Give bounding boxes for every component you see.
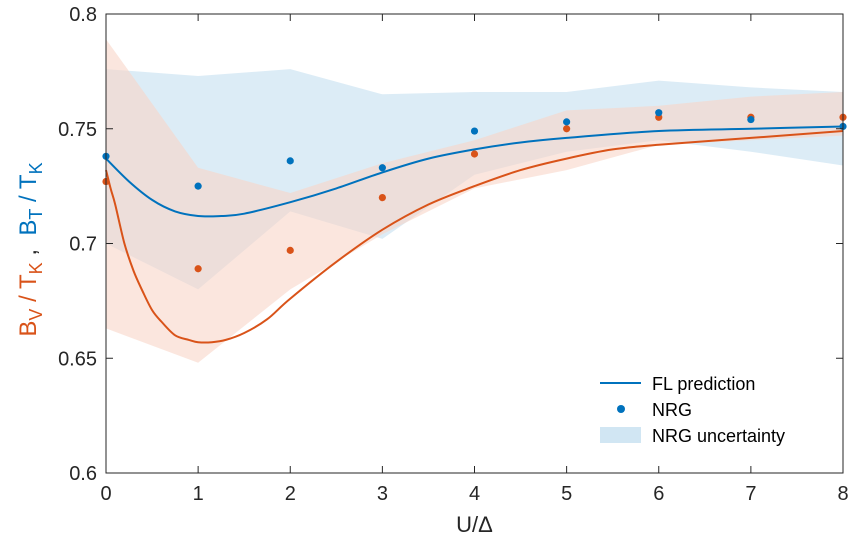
y-axis-title-part: K — [26, 262, 46, 274]
nrg-point-blue — [563, 118, 571, 126]
y-axis-title-part: T — [26, 209, 46, 220]
y-axis-title-part: V — [26, 309, 46, 321]
nrg-point-orange — [470, 150, 479, 158]
y-tick-labels: 0.6 0.65 0.7 0.75 0.8 — [58, 4, 97, 485]
nrg-point-orange — [378, 194, 386, 202]
nrg-point-blue — [747, 115, 755, 124]
x-tick-label: 3 — [377, 483, 388, 505]
x-axis-title: U/Δ — [456, 512, 493, 537]
y-tick-label: 0.6 — [69, 463, 97, 485]
legend-label-fl-prediction: FL prediction — [652, 374, 755, 394]
y-axis-title-part: K — [26, 162, 46, 174]
x-tick-label: 2 — [285, 483, 296, 505]
y-tick-label: 0.65 — [58, 348, 97, 370]
legend-patch-sample — [600, 427, 641, 443]
x-tick-label: 8 — [837, 483, 848, 505]
legend: FL prediction NRG NRG uncertainty — [594, 367, 838, 455]
axis-ticks — [105, 13, 844, 474]
fl-curve-blue — [105, 125, 844, 218]
nrg-point-blue — [655, 109, 663, 117]
legend-marker-sample — [617, 405, 625, 413]
nrg-points — [102, 109, 847, 273]
y-tick-label: 0.75 — [58, 119, 97, 141]
x-tick-label: 5 — [561, 483, 572, 505]
nrg-point-orange — [286, 246, 294, 254]
y-axis-title: BV / TK , BT / TK — [15, 162, 46, 336]
y-axis-title-part: B — [15, 220, 42, 236]
y-axis-title-part: B — [15, 321, 42, 337]
x-tick-label: 1 — [193, 483, 204, 505]
nrg-point-blue — [378, 164, 386, 172]
legend-label-nrg: NRG — [652, 400, 692, 420]
y-axis-title-part: , — [15, 236, 42, 263]
nrg-point-orange — [194, 265, 202, 273]
x-tick-label: 7 — [745, 483, 756, 505]
x-tick-label: 4 — [469, 483, 480, 505]
fl-curves — [105, 125, 844, 344]
y-axis-title-part: / T — [15, 174, 42, 209]
nrg-point-blue — [194, 182, 202, 190]
legend-label-nrg-uncertainty: NRG uncertainty — [652, 426, 785, 446]
fl-curve-orange — [105, 130, 844, 344]
x-tick-label: 6 — [653, 483, 664, 505]
x-tick-labels: 0 1 2 3 4 5 6 7 8 — [100, 483, 848, 505]
y-tick-label: 0.8 — [69, 4, 97, 26]
nrg-point-orange — [563, 125, 571, 133]
nrg-point-blue — [286, 157, 294, 165]
x-tick-label: 0 — [100, 483, 111, 505]
y-tick-label: 0.7 — [69, 234, 97, 256]
nrg-point-blue — [470, 127, 479, 135]
y-axis-title-part: / T — [15, 274, 42, 309]
